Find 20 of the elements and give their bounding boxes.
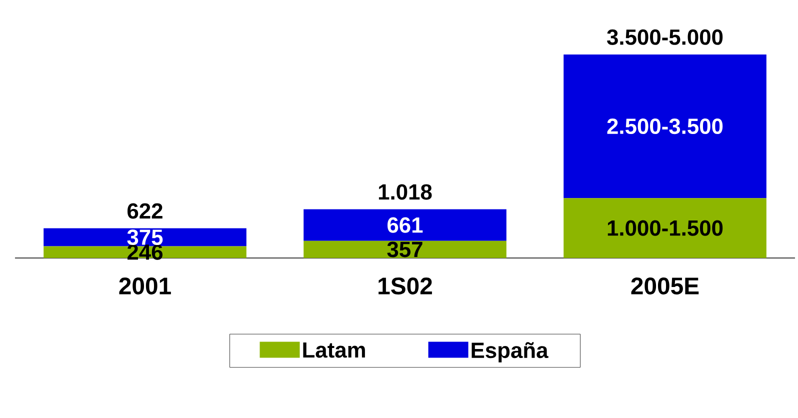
x-tick-label: 2001 (119, 278, 171, 294)
data-label: 1.000-1.500 (608, 220, 723, 236)
bar (564, 198, 766, 258)
bar (304, 240, 506, 258)
bar (44, 228, 246, 246)
legend-label: España (472, 342, 548, 362)
bar (44, 246, 246, 258)
data-label: 357 (387, 242, 422, 258)
bar (564, 54, 766, 198)
data-label: 375 (127, 229, 163, 246)
x-tick-label: 2005E (631, 278, 699, 294)
total-label: 3.500-5.000 (607, 29, 723, 45)
bar (304, 209, 506, 241)
x-tick-label: 1S02 (378, 278, 432, 294)
total-label: 622 (128, 203, 162, 219)
data-label: 661 (388, 217, 423, 233)
total-label: 1.018 (378, 184, 432, 200)
data-label: 2.500-3.500 (607, 118, 723, 134)
data-label: 246 (127, 244, 162, 260)
legend-label: Latam (303, 342, 365, 358)
